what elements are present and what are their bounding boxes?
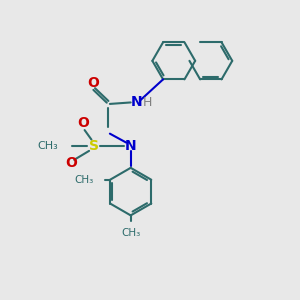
Text: H: H — [143, 96, 153, 109]
Text: O: O — [88, 76, 100, 90]
Text: N: N — [125, 139, 136, 152]
Text: O: O — [77, 116, 89, 130]
Text: CH₃: CH₃ — [121, 228, 140, 238]
Text: N: N — [131, 95, 142, 110]
Text: O: O — [65, 156, 77, 170]
Text: CH₃: CH₃ — [74, 175, 94, 185]
Text: S: S — [88, 139, 98, 152]
Text: CH₃: CH₃ — [37, 140, 58, 151]
